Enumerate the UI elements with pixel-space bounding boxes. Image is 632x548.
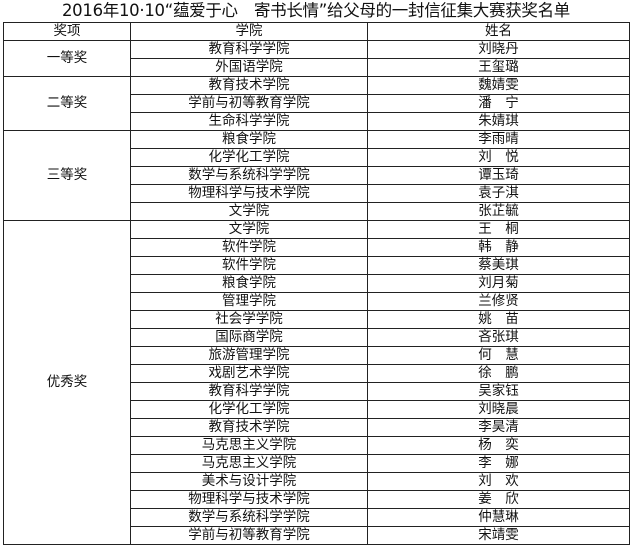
name-cell: 刘月菊 — [367, 274, 630, 293]
document-title: 2016年10·10“蕴爱于心 寄书长情”给父母的一封信征集大赛获奖名单 — [61, 1, 571, 20]
header-college: 学院 — [130, 22, 368, 41]
college-cell: 物理科学与技术学院 — [130, 490, 368, 509]
award-level-cell: 一等奖 — [3, 40, 131, 77]
college-cell: 学前与初等教育学院 — [130, 94, 368, 113]
award-level-cell: 二等奖 — [3, 76, 131, 131]
college-cell: 生命科学学院 — [130, 112, 368, 131]
name-cell: 李昊清 — [367, 418, 630, 437]
table-row: 一等奖 教育科学学院 刘晓丹 — [3, 40, 630, 77]
college-cell: 马克思主义学院 — [130, 454, 368, 473]
name-cell: 刘 欢 — [367, 472, 630, 491]
name-cell: 蔡美琪 — [367, 256, 630, 275]
award-level-cell: 优秀奖 — [3, 220, 131, 545]
college-cell: 旅游管理学院 — [130, 346, 368, 365]
college-cell: 粮食学院 — [130, 130, 368, 149]
name-cell: 姜 欣 — [367, 490, 630, 509]
college-cell: 物理科学与技术学院 — [130, 184, 368, 203]
college-cell: 戏剧艺术学院 — [130, 364, 368, 383]
name-cell: 王 桐 — [367, 220, 630, 239]
college-cell: 教育科学学院 — [130, 40, 368, 59]
award-table: 奖项 学院 姓名 一等奖 教育科学学院 刘晓丹 外国语学院 王玺璐 二等奖 教育技术学院 魏婧… — [3, 22, 630, 545]
college-cell: 数学与系统科学学院 — [130, 508, 368, 527]
header-award: 奖项 — [3, 22, 131, 41]
name-cell: 魏婧雯 — [367, 76, 630, 95]
table-row: 教育科学学院 吴家钰 — [4, 382, 630, 401]
college-cell: 教育技术学院 — [130, 76, 368, 95]
table-row: 二等奖 教育技术学院 魏婧雯 — [3, 76, 630, 131]
college-cell: 软件学院 — [130, 238, 368, 257]
name-cell: 何 慧 — [367, 346, 630, 365]
table-row: 软件学院韩 静 — [4, 238, 630, 257]
table-row: 化学化工学院 刘晓晨 — [4, 400, 630, 419]
college-cell: 软件学院 — [130, 256, 368, 275]
name-cell: 吴家钰 — [367, 382, 630, 401]
college-cell: 社会学学院 — [130, 310, 368, 329]
name-cell: 张芷毓 — [367, 202, 630, 221]
header-name: 姓名 — [367, 22, 630, 41]
name-cell: 宋靖雯 — [367, 526, 630, 545]
college-cell: 教育科学学院 — [130, 382, 368, 401]
college-cell: 文学院 — [130, 220, 368, 239]
table-row: 戏剧艺术学院徐 鹏 — [4, 364, 630, 383]
table-row: 旅游管理学院何 慧 — [4, 346, 630, 365]
college-cell: 数学与系统科学学院 — [130, 166, 368, 185]
name-cell: 潘 宁 — [367, 94, 630, 113]
name-cell: 袁子淇 — [367, 184, 630, 203]
table-row: 三等奖 粮食学院 李雨晴 — [3, 130, 630, 221]
table-row: 学前与初等教育学院 宋靖雯 — [4, 526, 630, 545]
name-cell: 姚 苗 — [367, 310, 630, 329]
name-cell: 杨 奕 — [367, 436, 630, 455]
table-row: 物理科学与技术学院姜 欣 — [4, 490, 630, 509]
name-cell: 谭玉琦 — [367, 166, 630, 185]
college-cell: 学前与初等教育学院 — [130, 526, 368, 545]
table-row: 物理科学与技术学院 袁子淇 — [4, 184, 630, 203]
college-cell: 化学化工学院 — [130, 148, 368, 167]
name-cell: 吝张琪 — [367, 328, 630, 347]
table-row: 优秀奖 文学院王 桐 — [3, 220, 630, 545]
college-cell: 马克思主义学院 — [130, 436, 368, 455]
name-cell: 徐 鹏 — [367, 364, 630, 383]
table-row: 粮食学院 刘月菊 — [4, 274, 630, 293]
name-cell: 兰修贤 — [367, 292, 630, 311]
award-level-cell: 三等奖 — [3, 130, 131, 221]
table-row: 生命科学学院 朱婧琪 — [4, 112, 630, 131]
college-cell: 文学院 — [130, 202, 368, 221]
college-cell: 化学化工学院 — [130, 400, 368, 419]
name-cell: 刘晓晨 — [367, 400, 630, 419]
college-cell: 国际商学院 — [130, 328, 368, 347]
college-cell: 粮食学院 — [130, 274, 368, 293]
table-row: 软件学院 蔡美琪 — [4, 256, 630, 275]
college-cell: 外国语学院 — [130, 58, 368, 77]
name-cell: 刘 悦 — [367, 148, 630, 167]
college-cell: 美术与设计学院 — [130, 472, 368, 491]
table-row: 数学与系统科学学院 谭玉琦 — [4, 166, 630, 185]
name-cell: 朱婧琪 — [367, 112, 630, 131]
name-cell: 李雨晴 — [367, 130, 630, 149]
name-cell: 韩 静 — [367, 238, 630, 257]
name-cell: 李 娜 — [367, 454, 630, 473]
college-cell: 教育技术学院 — [130, 418, 368, 437]
name-cell: 王玺璐 — [367, 58, 630, 77]
name-cell: 刘晓丹 — [367, 40, 630, 59]
table-row: 数学与系统科学学院 仲慧琳 — [4, 508, 630, 527]
college-cell: 管理学院 — [130, 292, 368, 311]
table-row: 马克思主义学院杨 奕 — [4, 436, 630, 455]
name-cell: 仲慧琳 — [367, 508, 630, 527]
header-row: 奖项 学院 姓名 — [3, 22, 630, 41]
